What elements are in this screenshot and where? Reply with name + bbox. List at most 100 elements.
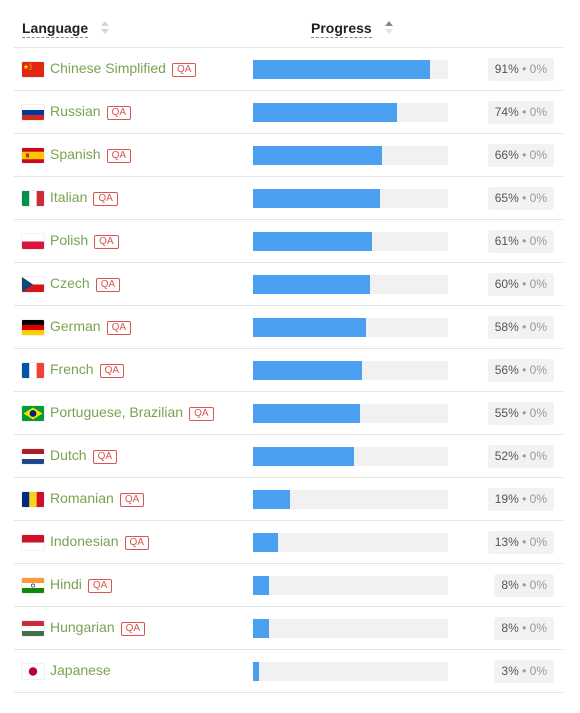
language-column-header[interactable]: Language [22,20,110,38]
language-link[interactable]: Dutch QA [50,447,118,464]
progress-bar [253,146,448,165]
progress-percent-badge: 74% • 0% [487,101,554,124]
table-row[interactable]: French QA 56% • 0% [14,349,563,392]
table-row[interactable]: Chinese Simplified QA 91% • 0% [14,48,563,91]
language-name: French [50,361,94,377]
qa-badge[interactable]: QA [119,493,145,507]
language-link[interactable]: Russian QA [50,103,132,120]
qa-badge[interactable]: QA [171,63,197,77]
progress-bar [253,318,448,337]
separator-dot: • [522,578,527,592]
progress-fill [253,189,380,208]
table-row[interactable]: Italian QA 65% • 0% [14,177,563,220]
qa-badge[interactable]: QA [189,407,214,421]
qa-badge[interactable]: QA [120,622,146,636]
translated-percent: 56% [494,363,519,377]
language-link[interactable]: Spanish QA [50,146,132,163]
table-row[interactable]: Hindi QA 8% • 0% [14,564,563,607]
qa-badge[interactable]: QA [106,106,132,120]
separator-dot: • [522,664,527,678]
qa-badge[interactable]: QA [87,579,113,593]
progress-bar [253,60,448,79]
progress-fill [253,361,363,380]
translated-percent: 13% [494,535,519,549]
progress-bar [253,662,448,681]
table-row[interactable]: Russian QA 74% • 0% [14,91,563,134]
qa-badge[interactable]: QA [124,536,149,550]
language-name: Portuguese, Brazilian [50,404,184,420]
sort-ascending-icon[interactable] [384,21,394,35]
table-row[interactable]: Polish QA 61% • 0% [14,220,563,263]
progress-fill [253,533,279,552]
translated-percent: 91% [494,62,519,76]
approved-percent: 0% [529,148,547,162]
separator-dot: • [522,105,527,119]
approved-percent: 0% [529,535,547,549]
language-link[interactable]: Chinese Simplified QA [50,60,197,77]
table-row[interactable]: Czech QA 60% • 0% [14,263,563,306]
table-row[interactable]: Japanese 3% • 0% [14,650,563,693]
table-row[interactable]: Romanian QA 19% • 0% [14,478,563,521]
sort-arrows-icon[interactable] [101,21,110,35]
language-link[interactable]: Italian QA [50,189,118,206]
table-row[interactable]: German QA 58% • 0% [14,306,563,349]
separator-dot: • [522,234,527,248]
language-link[interactable]: French QA [50,361,125,378]
table-header: Language Progress [14,0,563,48]
italy-flag-icon [22,191,44,206]
progress-bar [253,103,448,122]
language-link[interactable]: Japanese [50,662,111,678]
language-link[interactable]: Hungarian QA [50,619,146,636]
approved-percent: 0% [529,578,547,592]
progress-bar [253,189,448,208]
progress-bar [253,576,448,595]
qa-badge[interactable]: QA [106,321,132,335]
progress-percent-badge: 13% • 0% [487,531,554,554]
table-row[interactable]: Spanish QA 66% • 0% [14,134,563,177]
language-link[interactable]: Indonesian QA [50,533,149,550]
progress-fill [253,232,372,251]
progress-percent-badge: 55% • 0% [487,402,554,425]
qa-badge[interactable]: QA [92,450,118,464]
language-link[interactable]: Romanian QA [50,490,145,507]
separator-dot: • [522,148,527,162]
language-name: Hindi [50,576,82,592]
separator-dot: • [522,621,527,635]
progress-fill [253,619,269,638]
language-header-label: Language [22,20,89,38]
approved-percent: 0% [529,449,547,463]
language-link[interactable]: Portuguese, Brazilian QA [50,404,214,421]
language-link[interactable]: Polish QA [50,232,119,249]
language-name: Japanese [50,662,111,678]
qa-badge[interactable]: QA [99,364,125,378]
russia-flag-icon [22,105,44,120]
progress-fill [253,404,361,423]
table-row[interactable]: Indonesian QA 13% • 0% [14,521,563,564]
approved-percent: 0% [529,406,547,420]
language-name: Italian [50,189,88,205]
separator-dot: • [522,62,527,76]
qa-badge[interactable]: QA [95,278,121,292]
indonesia-flag-icon [22,535,44,550]
approved-percent: 0% [529,492,547,506]
progress-column-header[interactable]: Progress [311,20,394,38]
language-link[interactable]: German QA [50,318,132,335]
india-flag-icon [22,578,44,593]
qa-badge[interactable]: QA [94,235,119,249]
approved-percent: 0% [529,320,547,334]
separator-dot: • [522,191,527,205]
separator-dot: • [522,535,527,549]
separator-dot: • [522,406,527,420]
language-link[interactable]: Hindi QA [50,576,113,593]
translated-percent: 19% [494,492,519,506]
table-row[interactable]: Hungarian QA 8% • 0% [14,607,563,650]
translated-percent: 55% [494,406,519,420]
qa-badge[interactable]: QA [106,149,132,163]
table-row[interactable]: Portuguese, Brazilian QA 55% • 0% [14,392,563,435]
approved-percent: 0% [529,277,547,291]
table-row[interactable]: Dutch QA 52% • 0% [14,435,563,478]
progress-percent-badge: 61% • 0% [487,230,554,253]
language-link[interactable]: Czech QA [50,275,121,292]
qa-badge[interactable]: QA [93,192,118,206]
progress-percent-badge: 66% • 0% [487,144,554,167]
